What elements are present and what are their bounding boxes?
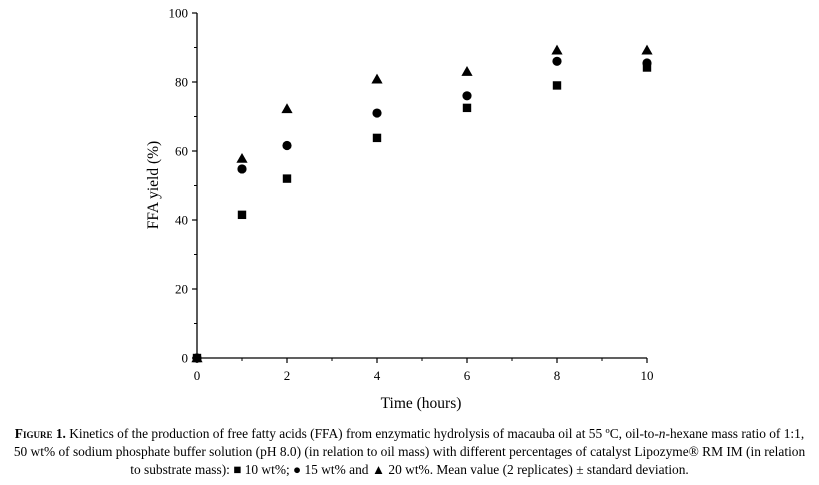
legend-circle-label: 15 wt% and <box>301 462 372 477</box>
triangle-point <box>191 352 203 363</box>
legend-triangle-symbol: ▲ <box>371 462 386 477</box>
square-point <box>462 103 472 113</box>
circle-point <box>282 140 292 151</box>
x-tick-label: 6 <box>464 368 471 383</box>
y-tick-label: 20 <box>175 282 188 297</box>
figure-caption: Figure 1. Kinetics of the production of … <box>12 425 807 479</box>
y-tick-label: 80 <box>175 75 188 90</box>
triangle-point <box>551 44 563 55</box>
circle-point <box>237 164 247 174</box>
circle-point <box>642 58 652 68</box>
y-tick-label: 0 <box>182 351 189 366</box>
data-points <box>191 44 653 363</box>
triangle-point <box>371 73 383 84</box>
x-tick-label: 10 <box>641 368 654 383</box>
x-tick-label: 8 <box>554 368 561 383</box>
circle-point <box>552 56 562 66</box>
caption-italic-n: n <box>658 426 666 441</box>
legend-square-label: 10 wt%; <box>241 462 294 477</box>
figure-label: Figure 1. <box>14 426 66 441</box>
x-tick-label: 2 <box>284 368 291 383</box>
triangle-point <box>236 152 248 163</box>
axes <box>196 13 647 359</box>
square-point <box>282 174 292 183</box>
y-tick-label: 60 <box>175 144 188 159</box>
caption-text-2: -hexane mass ratio of 1:1, 50 wt% of sod… <box>13 426 806 477</box>
triangle-point <box>641 44 653 55</box>
y-axis-label: FFA yield (%) <box>145 141 162 229</box>
x-tick-label: 0 <box>194 368 201 383</box>
caption-text-1: Kinetics of the production of free fatty… <box>65 426 659 441</box>
legend-circle-symbol: ● <box>293 462 302 477</box>
y-tick-label: 100 <box>169 6 189 21</box>
triangle-point <box>281 103 293 114</box>
circle-point <box>372 108 382 118</box>
square-point <box>552 81 562 90</box>
legend-square-symbol: ■ <box>233 462 242 477</box>
x-axis-label: Time (hours) <box>381 395 462 412</box>
triangle-point <box>461 66 473 76</box>
square-point <box>237 210 247 220</box>
legend-triangle-label: 20 wt%. Mean value (2 replicates) ± stan… <box>385 462 689 477</box>
square-point <box>372 133 382 143</box>
y-tick-label: 40 <box>175 213 188 228</box>
x-tick-label: 4 <box>374 368 381 383</box>
circle-point <box>462 91 472 101</box>
